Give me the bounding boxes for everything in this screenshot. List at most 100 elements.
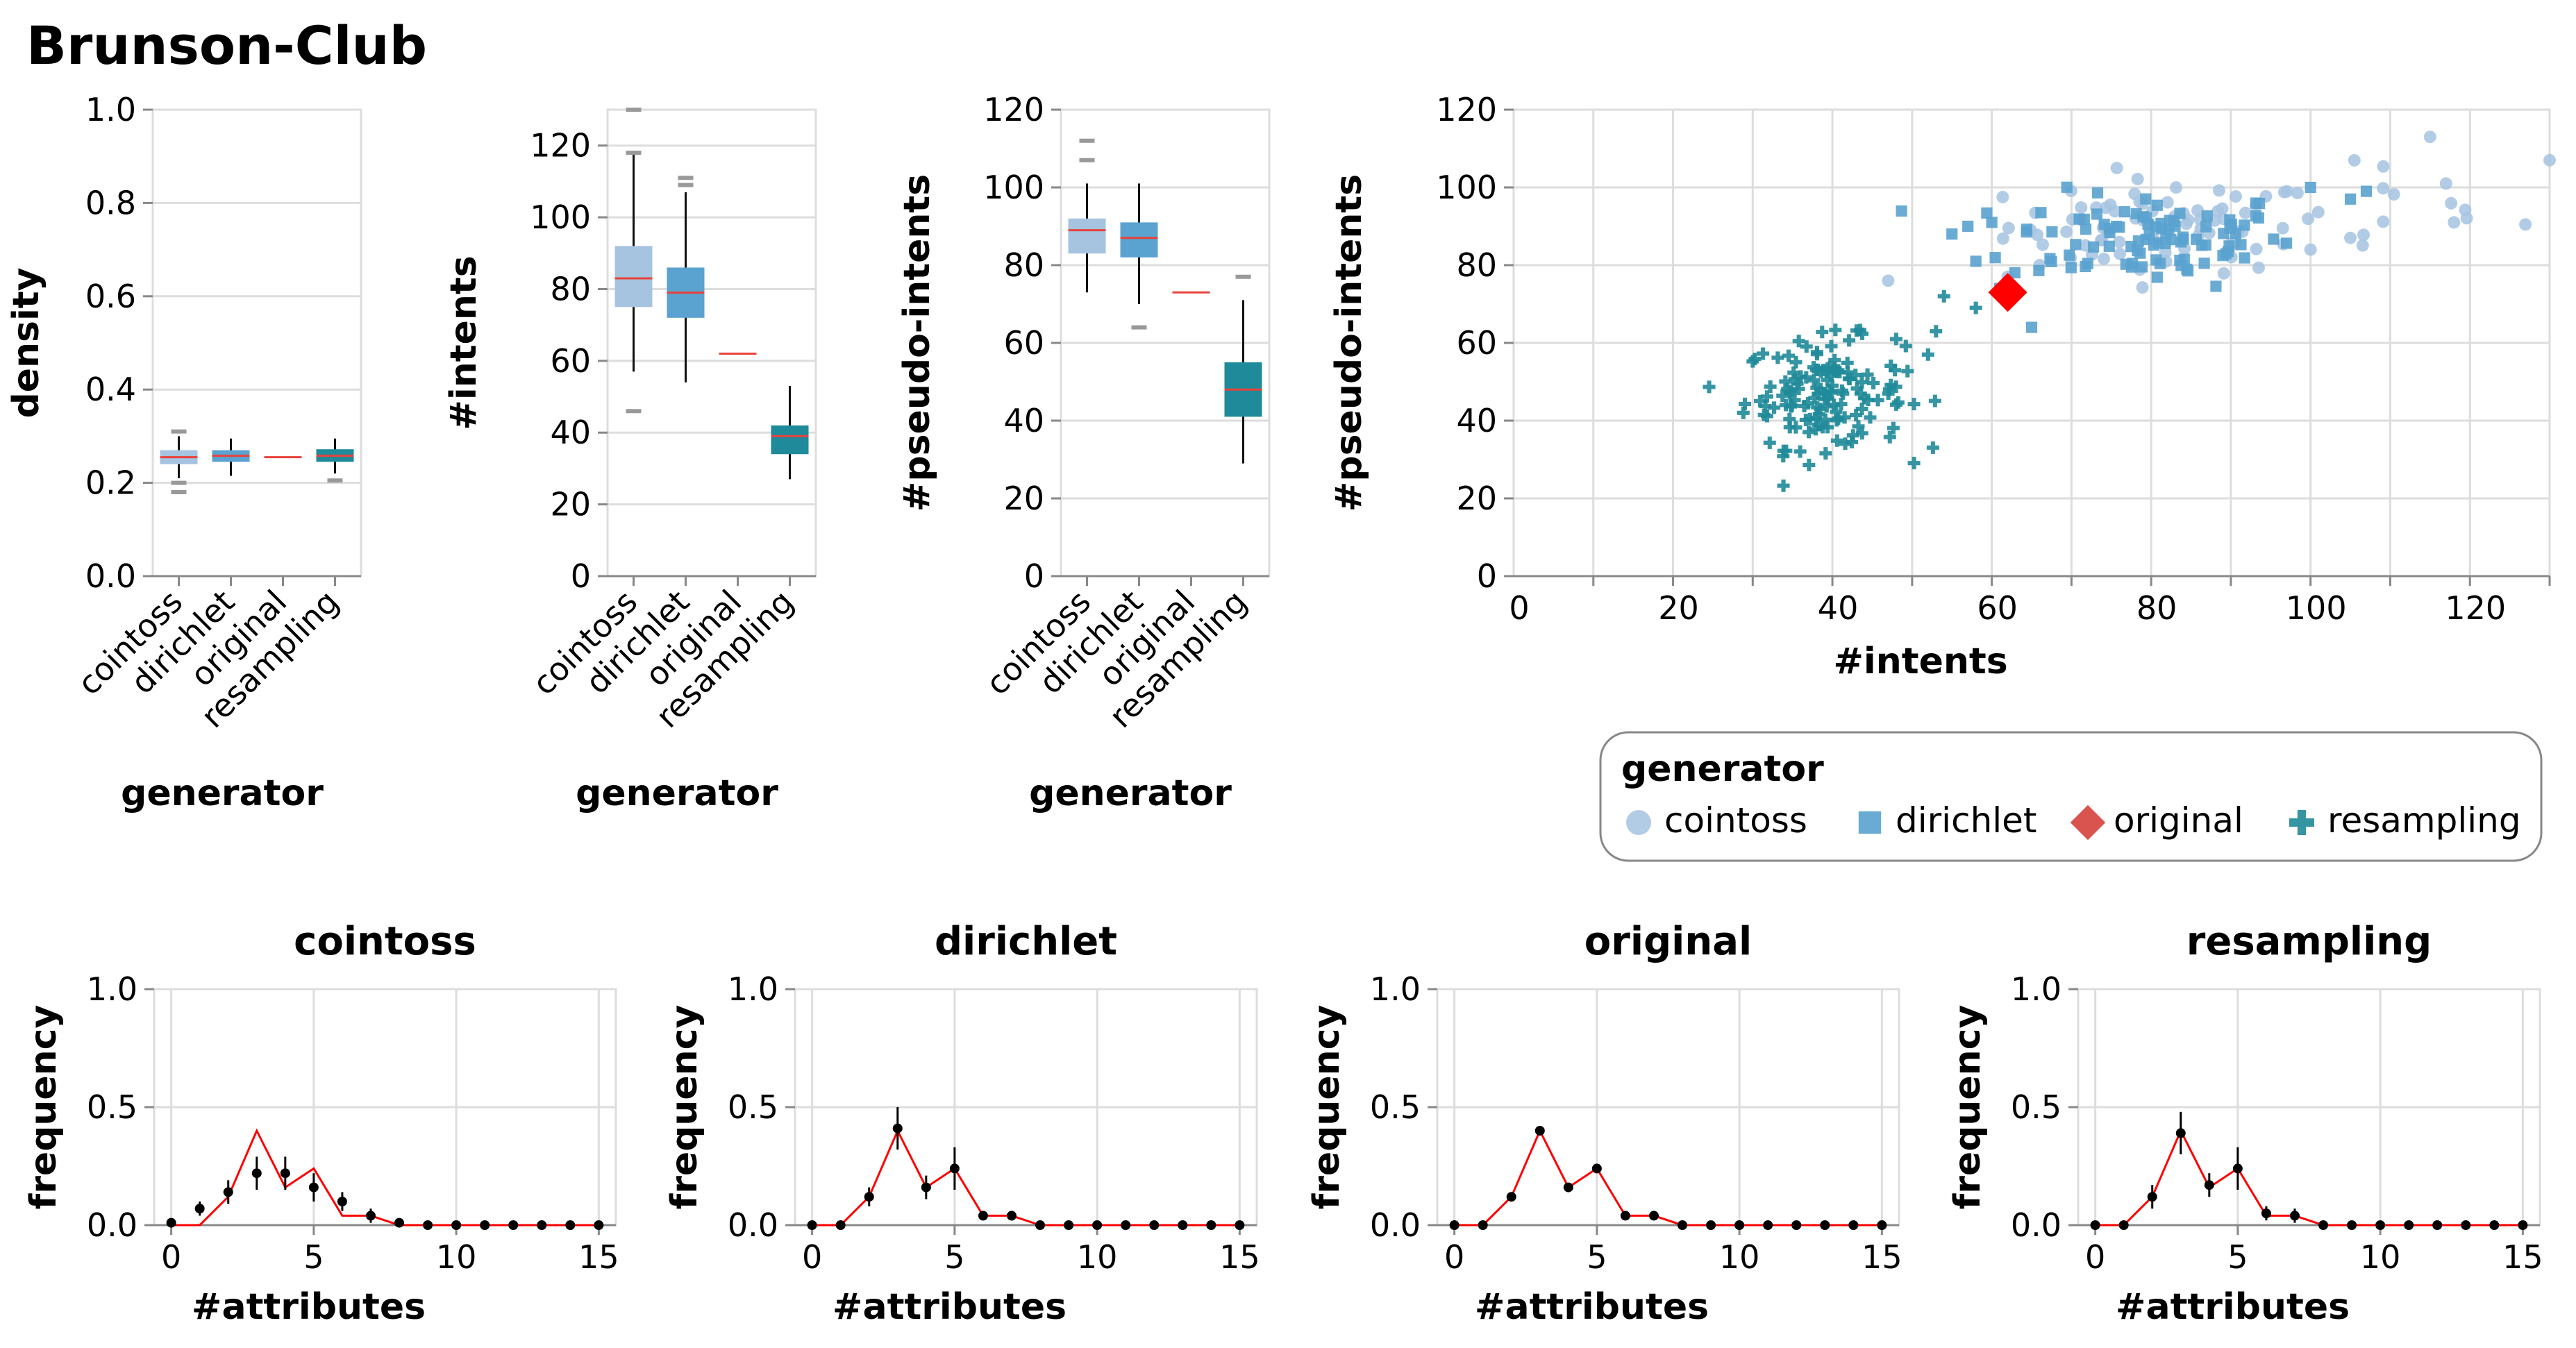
point-resampling [1969, 301, 1982, 314]
point-dirichlet [2235, 239, 2247, 251]
chart-title: dirichlet [935, 919, 1117, 964]
point-resampling [1788, 394, 1801, 407]
point-dirichlet [2151, 271, 2163, 283]
point-resampling [1754, 394, 1767, 407]
mean-point [394, 1218, 405, 1228]
point-cointoss [2276, 221, 2289, 235]
x-axis-title: #attributes [192, 1286, 426, 1328]
point-resampling [1823, 360, 1837, 373]
point-resampling [1849, 369, 1862, 382]
point-resampling [1761, 410, 1774, 423]
y-tick-label: 0.0 [2011, 1206, 2061, 1244]
point-dirichlet [2065, 262, 2077, 273]
mean-point [2489, 1220, 2500, 1230]
mean-point [280, 1168, 290, 1179]
point-resampling [1891, 396, 1905, 409]
mean-point [1178, 1220, 1188, 1230]
point-cointoss [2439, 177, 2452, 190]
y-tick-label: 60 [550, 342, 591, 380]
point-dirichlet [2181, 263, 2193, 275]
point-dirichlet [2103, 240, 2115, 252]
point-resampling [1855, 376, 1868, 389]
point-resampling [1825, 339, 1838, 353]
point-resampling [1882, 383, 1896, 396]
point-resampling [1926, 441, 1939, 454]
y-tick-label: 20 [1003, 480, 1044, 517]
x-axis-title: #attributes [2116, 1286, 2350, 1328]
point-resampling [1776, 389, 1789, 403]
point-cointoss [2113, 235, 2126, 248]
point-resampling [1799, 413, 1812, 426]
mean-point [594, 1220, 604, 1230]
point-dirichlet [2305, 181, 2316, 194]
point-resampling [1843, 334, 1856, 347]
point-dirichlet [2087, 241, 2100, 253]
density_box-chart: 0.00.20.40.60.81.0cointossdirichletorigi… [6, 91, 362, 814]
point-dirichlet [2200, 221, 2212, 233]
x-tick-label: 0 [802, 1238, 822, 1276]
point-resampling [1783, 412, 1796, 426]
point-dirichlet [2250, 210, 2262, 222]
point-resampling [1838, 411, 1851, 424]
point-dirichlet [2021, 224, 2033, 235]
point-resampling [1829, 323, 1842, 337]
point-resampling [1783, 421, 1796, 434]
box-resampling [771, 425, 809, 455]
point-resampling [1930, 325, 1943, 338]
point-resampling [1852, 420, 1865, 433]
point-dirichlet [2009, 267, 2021, 279]
point-resampling [1784, 387, 1797, 400]
point-cointoss [2159, 246, 2172, 259]
point-resampling [1825, 379, 1839, 392]
point-dirichlet [2035, 207, 2047, 219]
mean-point [1092, 1220, 1103, 1230]
mean-point [2175, 1128, 2186, 1138]
point-cointoss [2099, 201, 2112, 214]
x-tick-label: 15 [1862, 1238, 1902, 1276]
point-resampling [1867, 376, 1880, 389]
y-tick-label: 1.0 [2011, 970, 2061, 1008]
point-resampling [1814, 382, 1827, 396]
mean-point [251, 1168, 262, 1179]
mean-point [1064, 1220, 1074, 1230]
y-tick-label: 0 [571, 557, 591, 595]
point-cointoss [2060, 225, 2073, 238]
legend-swatch-cointoss [1626, 810, 1651, 835]
y-tick-label: 0.4 [85, 371, 136, 408]
point-resampling [1793, 445, 1807, 458]
point-resampling [1821, 373, 1834, 387]
point-dirichlet [1946, 228, 1958, 240]
point-cointoss [2131, 172, 2144, 185]
point-resampling [1899, 339, 1912, 353]
point-cointoss [2002, 221, 2015, 235]
point-resampling [1850, 409, 1863, 422]
point-resampling [1771, 351, 1784, 364]
mean-point [194, 1204, 205, 1214]
point-dirichlet [2155, 217, 2167, 229]
mean-point [365, 1211, 376, 1221]
point-resampling [1798, 400, 1811, 413]
figure-title: Brunson-Club [26, 15, 427, 76]
point-cointoss [2423, 130, 2436, 144]
point-resampling [1737, 406, 1750, 419]
y-axis-title: frequency [664, 1005, 705, 1210]
y-tick-label: 40 [550, 414, 591, 451]
mean-point [1620, 1211, 1630, 1221]
y-axis-title: #intents [443, 255, 485, 430]
point-dirichlet [2070, 239, 2082, 251]
x-axis-title: generator [576, 773, 778, 814]
mean-point [949, 1163, 960, 1174]
x-tick-label: 0 [1509, 589, 1529, 627]
point-resampling [1861, 368, 1874, 381]
point-resampling [1787, 366, 1800, 379]
point-dirichlet [2281, 237, 2293, 249]
point-resampling [1883, 430, 1896, 444]
point-resampling [1864, 411, 1877, 424]
point-dirichlet [2046, 255, 2057, 267]
point-resampling [1837, 387, 1850, 400]
point-cointoss [2348, 153, 2361, 167]
y-tick-label: 1.0 [85, 91, 136, 128]
x-tick-label: 15 [578, 1238, 619, 1276]
point-cointoss [2543, 153, 2556, 167]
point-dirichlet [1970, 255, 1982, 267]
